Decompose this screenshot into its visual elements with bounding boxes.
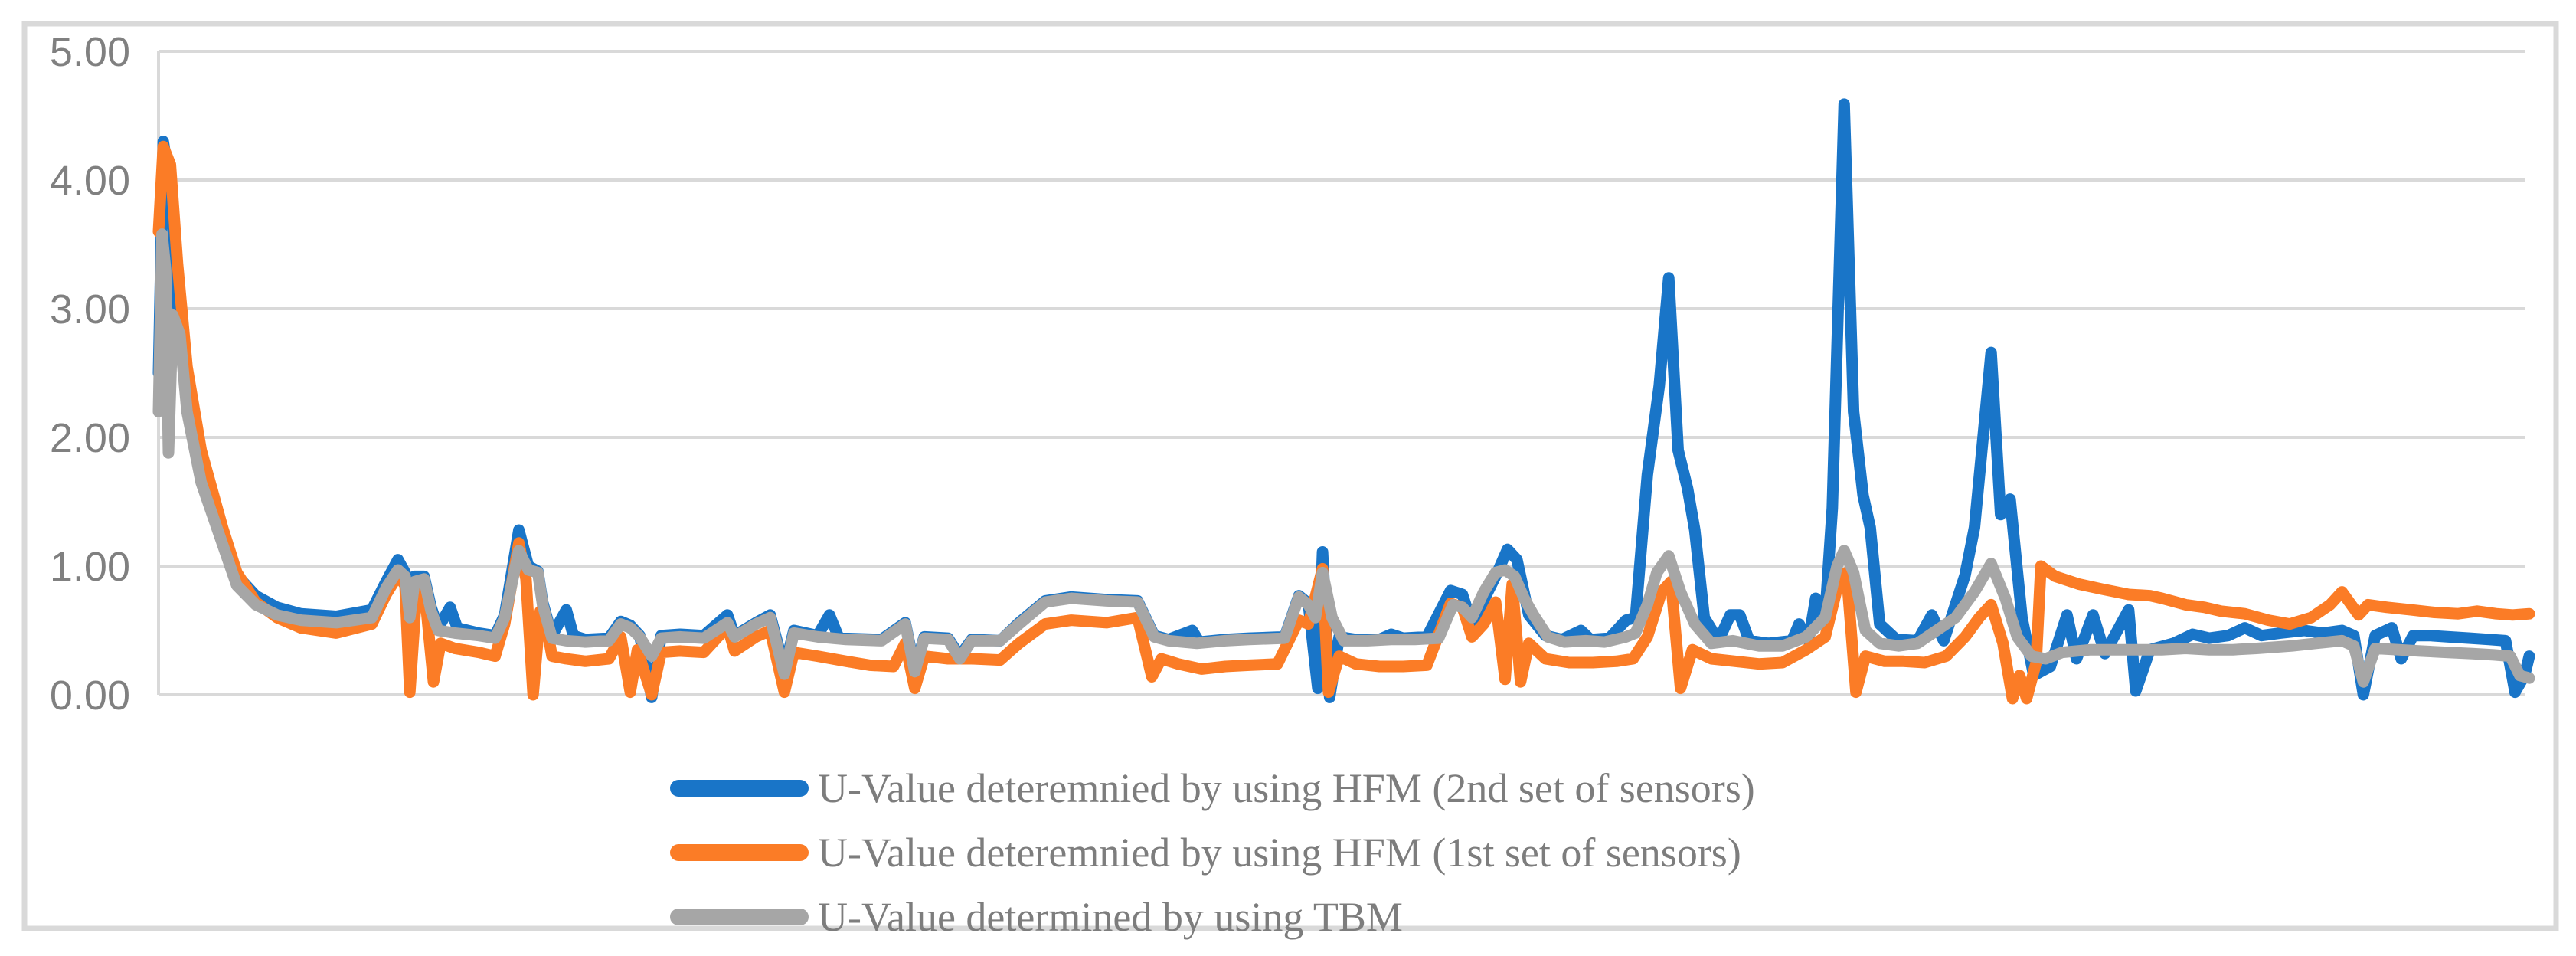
legend-swatch-1	[670, 844, 809, 861]
series-line-1	[152, 140, 2535, 705]
y-tick-label-1.00: 1.00	[50, 544, 130, 590]
legend-item-1: U-Value deteremnied by using HFM (1st se…	[670, 830, 1741, 876]
y-axis-tick-labels: 5.00 4.00 3.00 2.00 1.00 0.00	[50, 29, 130, 719]
legend-swatch-0	[670, 780, 809, 797]
legend-item-2: U-Value determined by using TBM	[670, 894, 1403, 940]
y-tick-label-0.00: 0.00	[50, 673, 130, 719]
series-line-0	[152, 98, 2535, 703]
figure-border	[21, 21, 2559, 931]
y-tick-label-2.00: 2.00	[50, 415, 130, 461]
data-series	[152, 98, 2535, 705]
legend-item-0: U-Value deteremnied by using HFM (2nd se…	[670, 765, 1755, 811]
y-tick-label-4.00: 4.00	[50, 158, 130, 204]
legend-label-1: U-Value deteremnied by using HFM (1st se…	[818, 830, 1741, 876]
legend-label-2: U-Value determined by using TBM	[818, 894, 1403, 940]
y-tick-label-5.00: 5.00	[50, 29, 130, 75]
legend-swatch-2	[670, 909, 809, 925]
gridlines	[159, 50, 2525, 696]
y-tick-label-3.00: 3.00	[50, 286, 130, 332]
legend-label-0: U-Value deteremnied by using HFM (2nd se…	[818, 765, 1755, 811]
chart-legend: U-Value deteremnied by using HFM (2nd se…	[670, 765, 1755, 940]
series-line-2	[152, 228, 2535, 688]
